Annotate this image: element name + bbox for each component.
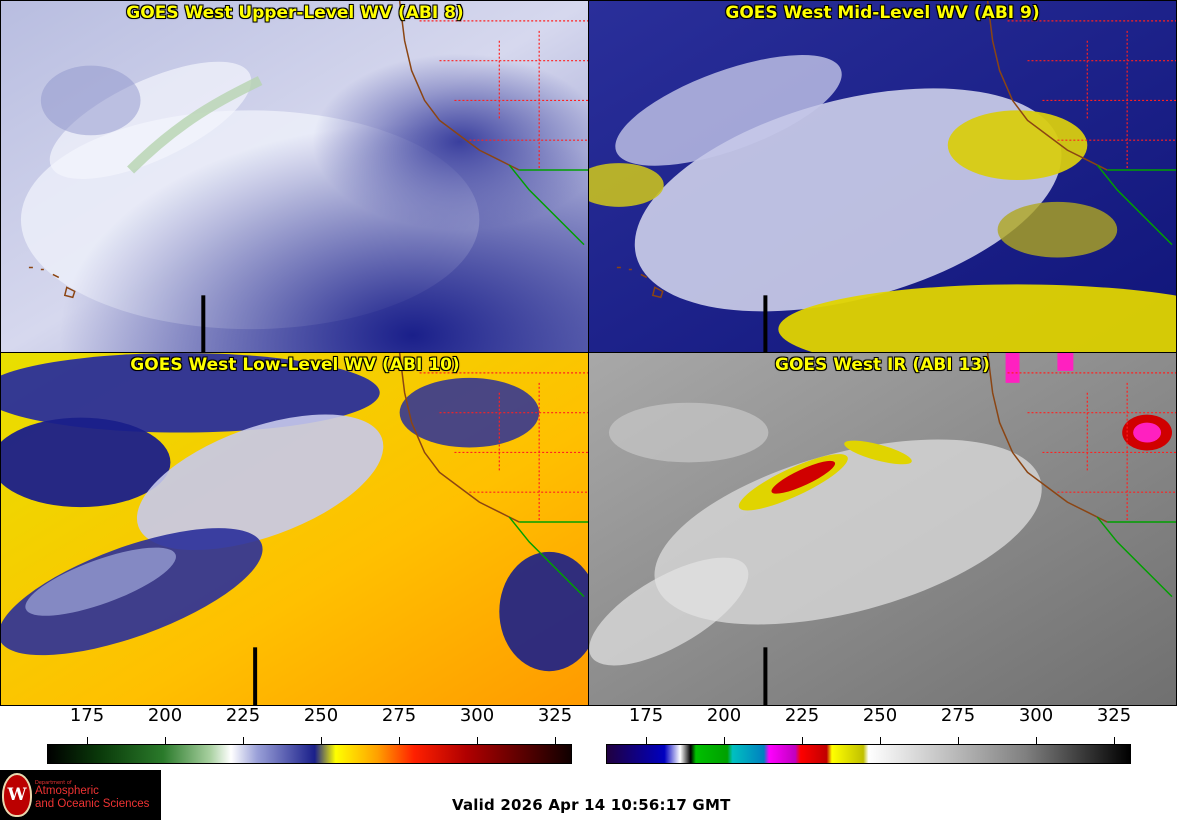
ir-colorbar-ticks: 175 200 225 250 275 300 325 [606,705,1131,745]
colorbar-tick-mark [399,737,400,745]
colorbar-tick-label: 200 [147,705,183,726]
colorbar-tick-mark [477,737,478,745]
colorbar-tick-mark [880,737,881,745]
ir-image [589,353,1176,705]
aos-logo: W Department of Atmospheric and Oceanic … [0,770,161,820]
wv-colorbar [47,744,572,764]
logo-line2: and Oceanic Sciences [35,798,150,810]
colorbar-tick-mark [958,737,959,745]
colorbar-tick-label: 300 [1018,705,1054,726]
colorbar-tick-label: 225 [225,705,261,726]
logo-department: Department of [35,780,72,786]
wv-colorbar-ticks: 175 200 225 250 275 300 325 [47,705,572,745]
colorbar-tick-mark [555,737,556,745]
colorbar-tick-mark [165,737,166,745]
upper-level-wv-panel: GOES West Upper-Level WV (ABI 8) [0,0,590,354]
valid-time: Valid 2026 Apr 14 10:56:17 GMT [452,796,731,814]
colorbar-tick-mark [646,737,647,745]
colorbar-tick-mark [724,737,725,745]
colorbar-tick-label: 225 [784,705,820,726]
colorbar-tick-mark [243,737,244,745]
colorbar-tick-label: 275 [940,705,976,726]
colorbar-tick-mark [1114,737,1115,745]
colorbar-tick-mark [802,737,803,745]
mid-level-wv-panel: GOES West Mid-Level WV (ABI 9) [588,0,1177,354]
ir-colorbar [606,744,1131,764]
colorbar-tick-label: 325 [537,705,573,726]
upper-level-wv-image [1,1,589,353]
low-level-wv-panel: GOES West Low-Level WV (ABI 10) [0,352,590,706]
low-level-wv-image [1,353,589,705]
colorbar-tick-mark [87,737,88,745]
panel-title: GOES West Low-Level WV (ABI 10) [130,355,460,375]
colorbar-tick-mark [321,737,322,745]
uw-seal-icon: W [2,773,32,817]
colorbar-tick-label: 300 [459,705,495,726]
colorbar-tick-label: 325 [1096,705,1132,726]
ir-panel: GOES West IR (ABI 13) [588,352,1177,706]
colorbar-tick-label: 250 [303,705,339,726]
colorbar-tick-label: 175 [69,705,105,726]
colorbar-tick-label: 200 [706,705,742,726]
colorbar-tick-label: 175 [628,705,664,726]
panel-title: GOES West Upper-Level WV (ABI 8) [126,3,464,23]
colorbar-tick-label: 250 [862,705,898,726]
colorbar-tick-label: 275 [381,705,417,726]
colorbar-tick-mark [1036,737,1037,745]
panel-title: GOES West IR (ABI 13) [775,355,990,375]
mid-level-wv-image [589,1,1176,353]
panel-title: GOES West Mid-Level WV (ABI 9) [725,3,1040,23]
logo-line1: Atmospheric [35,785,99,797]
